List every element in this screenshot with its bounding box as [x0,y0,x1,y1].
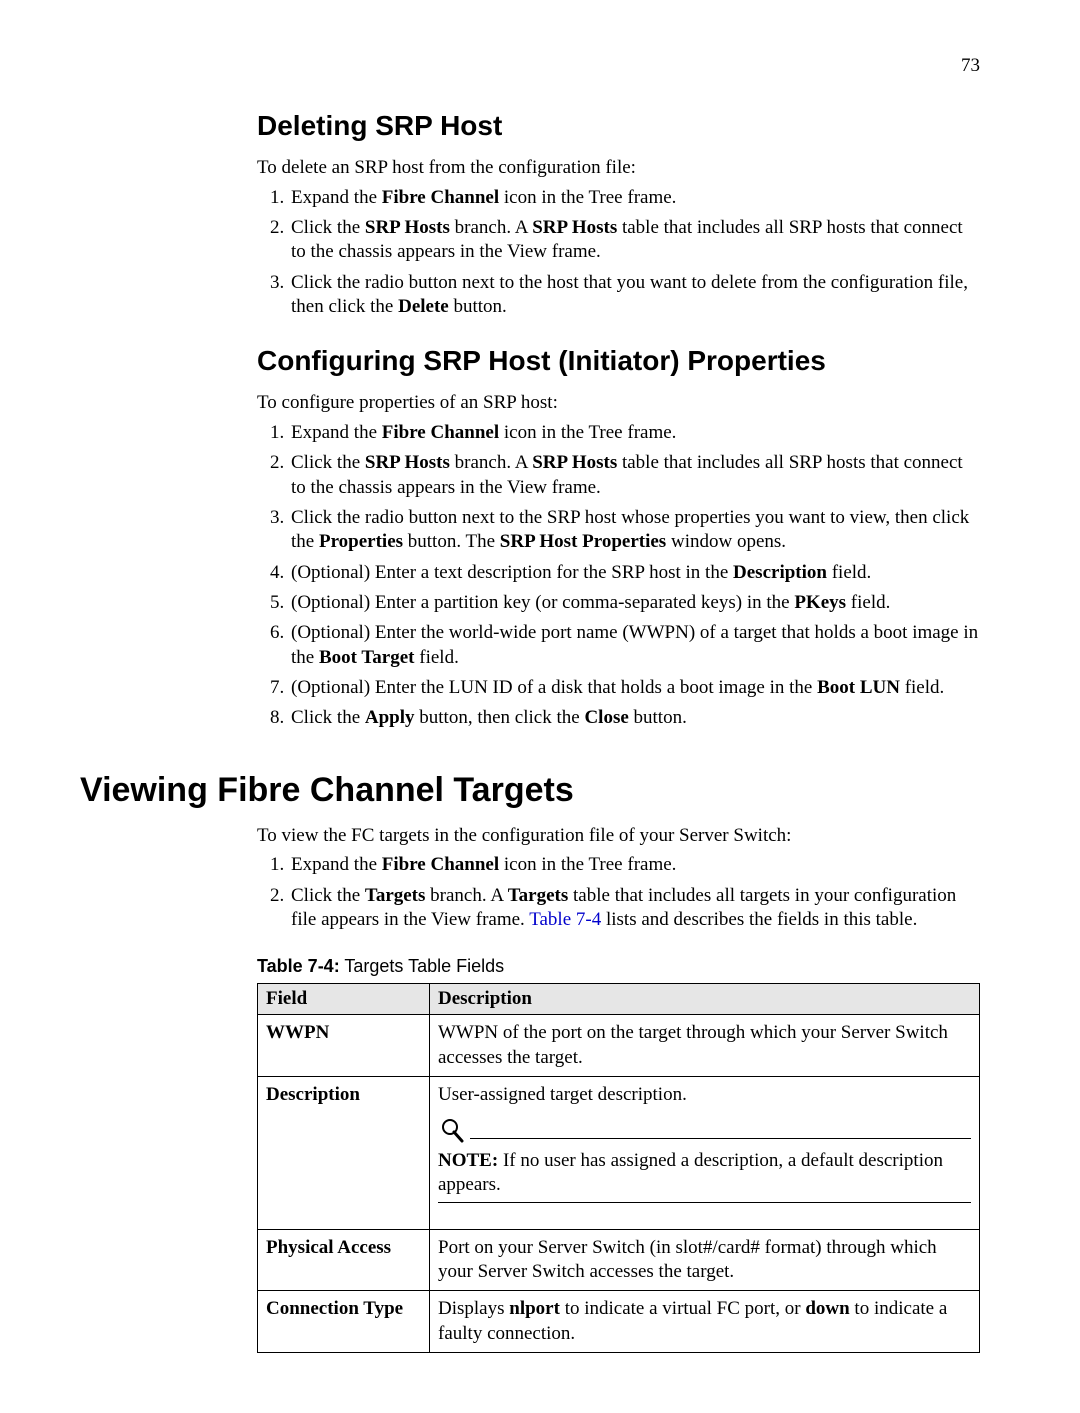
page: 73 Deleting SRP Host To delete an SRP ho… [0,0,1080,1413]
list-item: (Optional) Enter the world-wide port nam… [289,621,980,670]
list-item: Click the SRP Hosts branch. A SRP Hosts … [289,216,980,265]
list-item: Click the SRP Hosts branch. A SRP Hosts … [289,451,980,500]
targets-table-body: WWPNWWPN of the port on the target throu… [258,1015,980,1353]
list-item: Click the radio button next to the host … [289,271,980,320]
list-item: (Optional) Enter a partition key (or com… [289,591,980,615]
section-configuring-srp-host: Configuring SRP Host (Initiator) Propert… [257,345,980,730]
list-item: (Optional) Enter a text description for … [289,561,980,585]
table-row: Physical AccessPort on your Server Switc… [258,1229,980,1291]
intro-viewing: To view the FC targets in the configurat… [257,824,980,848]
table-row: Connection TypeDisplays nlport to indica… [258,1291,980,1353]
cell-description: Displays nlport to indicate a virtual FC… [430,1291,980,1353]
cell-description: Port on your Server Switch (in slot#/car… [430,1229,980,1291]
steps-viewing: Expand the Fibre Channel icon in the Tre… [257,853,980,932]
h2-configuring-srp-host: Configuring SRP Host (Initiator) Propert… [257,345,980,377]
th-field: Field [258,984,430,1015]
table-row: WWPNWWPN of the port on the target throu… [258,1015,980,1077]
list-item: (Optional) Enter the LUN ID of a disk th… [289,676,980,700]
h1-viewing-fc-targets: Viewing Fibre Channel Targets [80,771,980,810]
page-number: 73 [961,55,980,77]
cell-field: Description [258,1076,430,1229]
page-content: Deleting SRP Host To delete an SRP host … [80,110,980,1353]
list-item: Expand the Fibre Channel icon in the Tre… [289,853,980,877]
cell-description: WWPN of the port on the target through w… [430,1015,980,1077]
note-block: NOTE: If no user has assigned a descript… [438,1117,971,1203]
list-item: Expand the Fibre Channel icon in the Tre… [289,421,980,445]
h2-deleting-srp-host: Deleting SRP Host [257,110,980,142]
cell-field: WWPN [258,1015,430,1077]
table-caption: Table 7-4: Targets Table Fields [257,956,980,977]
intro-configuring: To configure properties of an SRP host: [257,391,980,415]
list-item: Click the Apply button, then click the C… [289,706,980,730]
list-item: Expand the Fibre Channel icon in the Tre… [289,186,980,210]
section-viewing-fc-targets: Viewing Fibre Channel Targets [80,771,980,810]
note-text: NOTE: If no user has assigned a descript… [438,1149,971,1198]
cell-field: Connection Type [258,1291,430,1353]
intro-deleting: To delete an SRP host from the configura… [257,156,980,180]
section-viewing-fc-targets-body: To view the FC targets in the configurat… [257,824,980,1354]
targets-table: Field Description WWPNWWPN of the port o… [257,983,980,1353]
cell-field: Physical Access [258,1229,430,1291]
steps-configuring: Expand the Fibre Channel icon in the Tre… [257,421,980,730]
steps-deleting: Expand the Fibre Channel icon in the Tre… [257,186,980,320]
table-caption-bold: Table 7-4: [257,956,340,976]
cell-description: User-assigned target description.NOTE: I… [430,1076,980,1229]
list-item: Click the Targets branch. A Targets tabl… [289,884,980,933]
th-description: Description [430,984,980,1015]
table-row: DescriptionUser-assigned target descript… [258,1076,980,1229]
magnifier-icon [438,1117,466,1145]
table-caption-rest: Targets Table Fields [340,956,504,976]
section-deleting-srp-host: Deleting SRP Host To delete an SRP host … [257,110,980,319]
list-item: Click the radio button next to the SRP h… [289,506,980,555]
